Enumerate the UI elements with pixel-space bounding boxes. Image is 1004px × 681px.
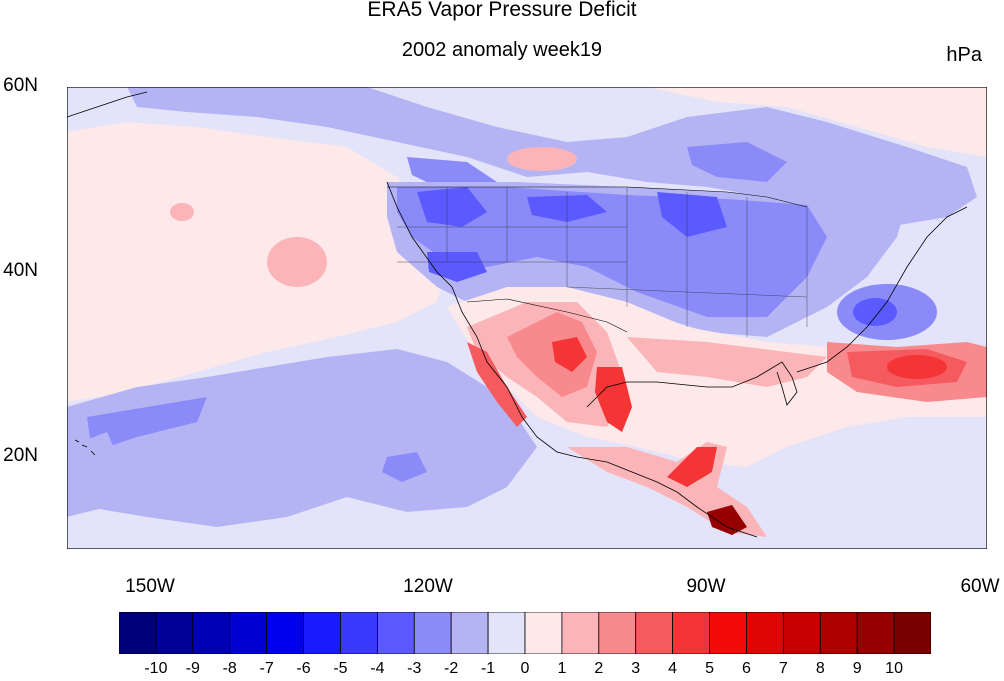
colorbar-box [266,612,304,654]
lat-label-40n: 40N [3,260,38,281]
colorbar-label: 9 [852,660,862,677]
colorbar-box [229,612,268,654]
colorbar-box [450,612,489,654]
pacific-negative-core [87,397,207,452]
lat-label-60n: 60N [3,75,38,96]
chart-subtitle: 2002 anomaly week19 [401,39,603,61]
colorbar-label: -1 [480,660,496,677]
colorbar-box [487,612,526,654]
colorbar-box [635,612,674,654]
pacific-negative-band [67,349,537,527]
colorbar-box [192,612,231,654]
pacific-negative-south [67,432,127,517]
colorbar-box [856,612,895,654]
colorbar-label: -3 [407,660,422,677]
colorbar-label: 7 [778,660,788,677]
colorbar-box [340,612,378,654]
southwest-positive-mid [507,312,597,397]
lon-label-90w: 90W [686,576,726,597]
pacific-pink-blob [267,237,327,287]
atlantic-positive-region [647,87,987,157]
colorbar-label: -8 [222,660,237,677]
colorbar-box [782,612,821,654]
lon-label-60w: 60W [960,576,1000,597]
colorbar-label: 10 [885,660,903,677]
colorbar-label: -9 [185,660,200,677]
colorbar-box [376,612,415,654]
colorbar-label: -10 [144,660,168,677]
canada-pink-blob [507,147,577,171]
hawaii-islands [74,439,96,456]
usa-negative-strong [657,192,727,237]
colorbar-box [746,612,784,654]
colorbar-label: 1 [557,660,567,677]
colorbar-box [303,612,341,654]
colorbar-box [672,612,710,654]
colorbar-label: -2 [444,660,459,677]
colorbar-box [819,612,858,654]
atlantic-positive-strong [887,355,947,379]
pacific-negative-spot [382,452,427,482]
colorbar-label: -6 [296,660,311,677]
lat-label-20n: 20N [3,445,38,466]
southwest-positive-strong [552,337,587,372]
colorbar-label: -5 [333,660,348,677]
colorbar-box [893,612,931,654]
colorbar-box [119,612,157,654]
us-border [387,186,808,333]
colorbar-box [561,612,600,654]
colorbar-label: 0 [520,660,530,677]
colorbar-label: 6 [742,660,751,677]
colorbar-box [598,612,637,654]
central-america-strong [667,447,717,487]
lon-label-150w: 150W [125,576,175,597]
anomaly-map [67,87,987,549]
colorbar-box [709,612,747,654]
pacific-positive-region [67,122,447,402]
colorbar-label: -7 [259,660,274,677]
chart-title: ERA5 Vapor Pressure Deficit [367,0,637,21]
southeast-positive-band [627,337,827,387]
colorbar-label: 3 [631,660,641,677]
us-state-lines [397,187,808,337]
colorbar-label: 8 [815,660,825,677]
atlantic-negative-core [853,298,897,326]
colorbar-label: 2 [594,660,604,677]
colorbar [119,612,931,654]
colorbar-box [155,612,194,654]
colorbar-label: 5 [705,660,714,677]
units-label: hPa [946,44,982,66]
central-america-max [707,505,747,535]
na-coastline [67,91,968,538]
baja-positive-band [467,342,527,427]
usa-negative-strong [417,187,487,227]
usa-negative-strong [427,252,487,282]
lon-label-120w: 120W [403,576,453,597]
pacific-pink-blob [170,203,194,221]
canada-negative-core [687,142,787,182]
colorbar-box [413,612,452,654]
colorbar-label: 4 [668,660,678,677]
colorbar-box [524,612,563,654]
colorbar-label: -4 [370,660,385,677]
